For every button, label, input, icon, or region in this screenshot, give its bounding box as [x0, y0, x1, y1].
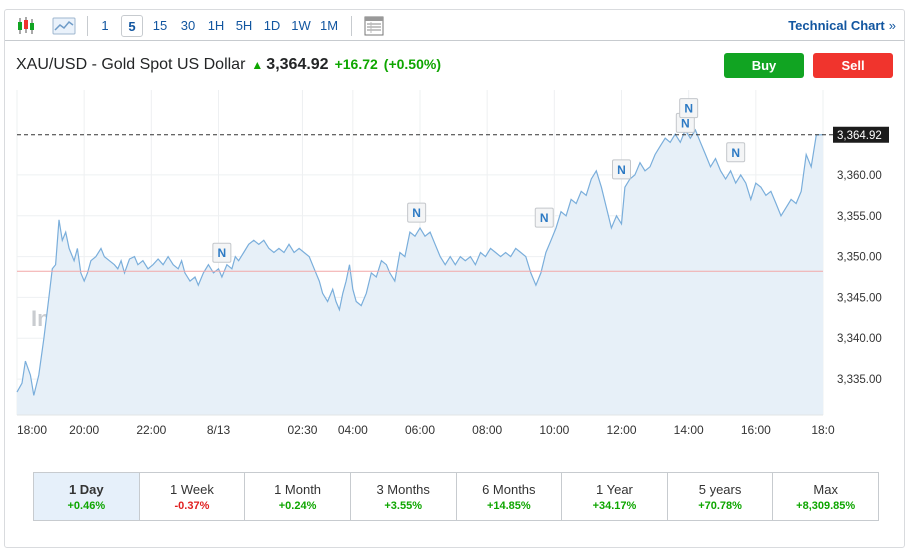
x-tick-label: 08:00: [472, 423, 502, 437]
price-area-fill: [17, 130, 823, 415]
performance-ranges: 1 Day +0.46% 1 Week -0.37% 1 Month +0.24% 3 Mo…: [33, 472, 879, 521]
news-marker[interactable]: [212, 242, 232, 263]
range-tab-1-day[interactable]: 1 Day +0.46%: [34, 473, 139, 520]
double-chevron-right-icon: »: [888, 18, 896, 33]
timeframe-15[interactable]: 15: [152, 18, 168, 33]
news-marker-label: N: [412, 206, 421, 220]
x-tick-label: 04:00: [338, 423, 368, 437]
range-label: 1 Year: [596, 482, 633, 497]
range-label: 1 Month: [274, 482, 322, 497]
range-tab-1-year[interactable]: 1 Year +34.17%: [561, 473, 667, 520]
table-view-icon[interactable]: [363, 15, 385, 37]
range-tab-1-month[interactable]: 1 Month +0.24%: [244, 473, 350, 520]
timeframe-30[interactable]: 30: [180, 18, 196, 33]
news-marker[interactable]: [612, 159, 631, 180]
range-label: 5 years: [698, 482, 742, 497]
range-change: +34.17%: [592, 500, 637, 512]
x-tick-label: 8/13: [207, 423, 231, 437]
y-tick-label: 3,355.00: [837, 211, 882, 223]
x-tick-label: 16:00: [741, 423, 771, 437]
toolbar-divider: [87, 16, 88, 36]
news-marker[interactable]: [726, 142, 746, 163]
area-chart-icon[interactable]: [52, 15, 76, 37]
x-tick-label: 14:00: [674, 423, 704, 437]
range-label: 1 Week: [170, 482, 214, 497]
x-tick-label: 10:00: [539, 423, 569, 437]
x-tick-label: 06:00: [405, 423, 435, 437]
news-marker-label: N: [681, 116, 690, 130]
x-tick-label: 18:00: [17, 423, 47, 437]
x-tick-label: 18:0: [811, 423, 835, 437]
range-tab-5-years[interactable]: 5 years +70.78%: [666, 473, 773, 520]
arrow-up-icon: ▲: [251, 58, 264, 72]
range-change: +0.46%: [67, 500, 106, 512]
range-change: -0.37%: [174, 500, 210, 512]
price-chart[interactable]: Investing.com3,364.923,335.003,340.003,3…: [5, 10, 904, 460]
y-tick-label: 3,345.00: [837, 292, 882, 304]
candlestick-chart-icon[interactable]: [15, 15, 37, 37]
range-label: 1 Day: [68, 482, 104, 497]
price-line: [16, 128, 824, 396]
range-change: +14.85%: [486, 500, 531, 512]
x-tick-label: 20:00: [69, 423, 99, 437]
news-marker[interactable]: [534, 207, 554, 228]
y-tick-label: 3,335.00: [837, 374, 882, 386]
news-marker[interactable]: [407, 202, 427, 223]
range-change: +8,309.85%: [796, 500, 856, 512]
chart-toolbar: 1 5 15 30 1H 5H 1D 1W 1M Technical Chart…: [5, 10, 904, 41]
last-price-label: 3,364.92: [837, 130, 882, 142]
x-tick-label: 12:00: [606, 423, 636, 437]
range-tab-1-week[interactable]: 1 Week -0.37%: [138, 473, 245, 520]
range-change: +0.24%: [278, 500, 317, 512]
x-tick-label: 02:30: [287, 423, 317, 437]
timeframe-1d[interactable]: 1D: [263, 18, 281, 33]
news-marker-label: N: [684, 102, 693, 116]
news-marker-label: N: [218, 246, 227, 260]
timeframe-5h[interactable]: 5H: [235, 18, 253, 33]
toolbar-divider: [351, 16, 352, 36]
timeframe-1[interactable]: 1: [101, 18, 109, 33]
range-label: 3 Months: [376, 482, 430, 497]
range-label: 6 Months: [482, 482, 536, 497]
news-marker-label: N: [617, 163, 626, 177]
last-price-label-bg: [833, 126, 889, 143]
technical-chart-label: Technical Chart: [788, 18, 885, 33]
price-change-percent: (+0.50%): [383, 56, 441, 72]
buy-button[interactable]: Buy: [724, 53, 804, 78]
range-label: Max: [813, 482, 838, 497]
technical-chart-link[interactable]: Technical Chart»: [788, 18, 896, 33]
y-tick-label: 3,350.00: [837, 252, 882, 264]
instrument-name: XAU/USD - Gold Spot US Dollar: [16, 56, 246, 73]
instrument-header: XAU/USD - Gold Spot US Dollar ▲ 3,364.92 +1…: [16, 53, 441, 75]
range-change: +3.55%: [384, 500, 422, 512]
timeframe-1h[interactable]: 1H: [207, 18, 225, 33]
sell-button[interactable]: Sell: [813, 53, 893, 78]
range-change: +70.78%: [698, 500, 742, 512]
news-marker-label: N: [540, 211, 549, 225]
y-tick-label: 3,360.00: [837, 170, 882, 182]
timeframe-1w[interactable]: 1W: [291, 18, 311, 33]
timeframe-5[interactable]: 5: [121, 15, 143, 37]
last-price: 3,364.92: [266, 56, 329, 73]
news-marker-label: N: [731, 146, 740, 160]
range-tab-max[interactable]: Max +8,309.85%: [772, 473, 878, 520]
chart-widget: 1 5 15 30 1H 5H 1D 1W 1M Technical Chart…: [4, 9, 905, 548]
timeframe-1m[interactable]: 1M: [319, 18, 339, 33]
range-tab-3-months[interactable]: 3 Months +3.55%: [349, 473, 456, 520]
y-tick-label: 3,340.00: [837, 333, 882, 345]
price-change: +16.72: [334, 56, 378, 72]
range-tab-6-months[interactable]: 6 Months +14.85%: [455, 473, 562, 520]
news-marker[interactable]: [679, 98, 699, 119]
x-tick-label: 22:00: [136, 423, 166, 437]
